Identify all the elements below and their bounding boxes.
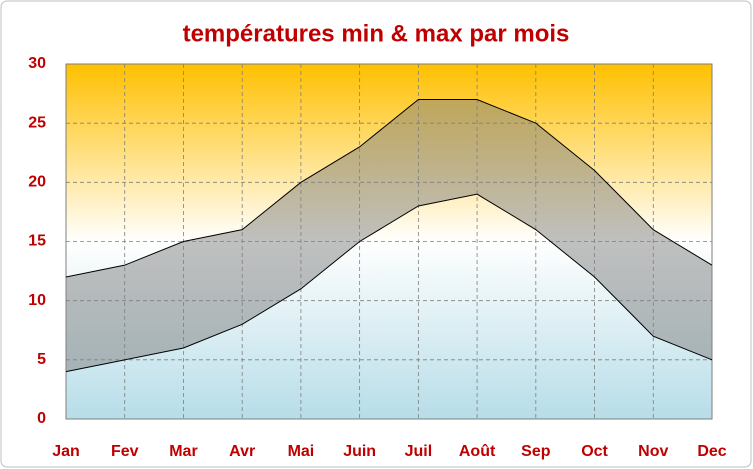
x-tick-label: Mai [288, 443, 315, 460]
y-tick-label: 30 [28, 55, 46, 72]
chart-title: températures min & max par mois [183, 20, 570, 47]
y-tick-label: 0 [37, 410, 46, 427]
x-tick-label: Juil [405, 443, 433, 460]
range-band [66, 99, 712, 372]
x-tick-label: Août [459, 443, 496, 460]
y-tick-label: 25 [28, 114, 46, 131]
y-tick-label: 15 [28, 233, 46, 250]
x-tick-label: Sep [521, 443, 551, 460]
x-tick-label: Dec [697, 443, 726, 460]
x-tick-label: Oct [581, 443, 608, 460]
x-tick-label: Jan [52, 443, 80, 460]
series-line [65, 193, 713, 373]
x-tick-label: Mar [169, 443, 197, 460]
series-line [65, 99, 713, 278]
x-tick-label: Avr [229, 443, 255, 460]
x-tick-label: Juin [343, 443, 376, 460]
x-tick-label: Fev [111, 443, 139, 460]
y-tick-label: 10 [28, 292, 46, 309]
y-tick-label: 20 [28, 174, 46, 191]
x-tick-label: Nov [638, 443, 668, 460]
y-tick-label: 5 [37, 351, 46, 368]
